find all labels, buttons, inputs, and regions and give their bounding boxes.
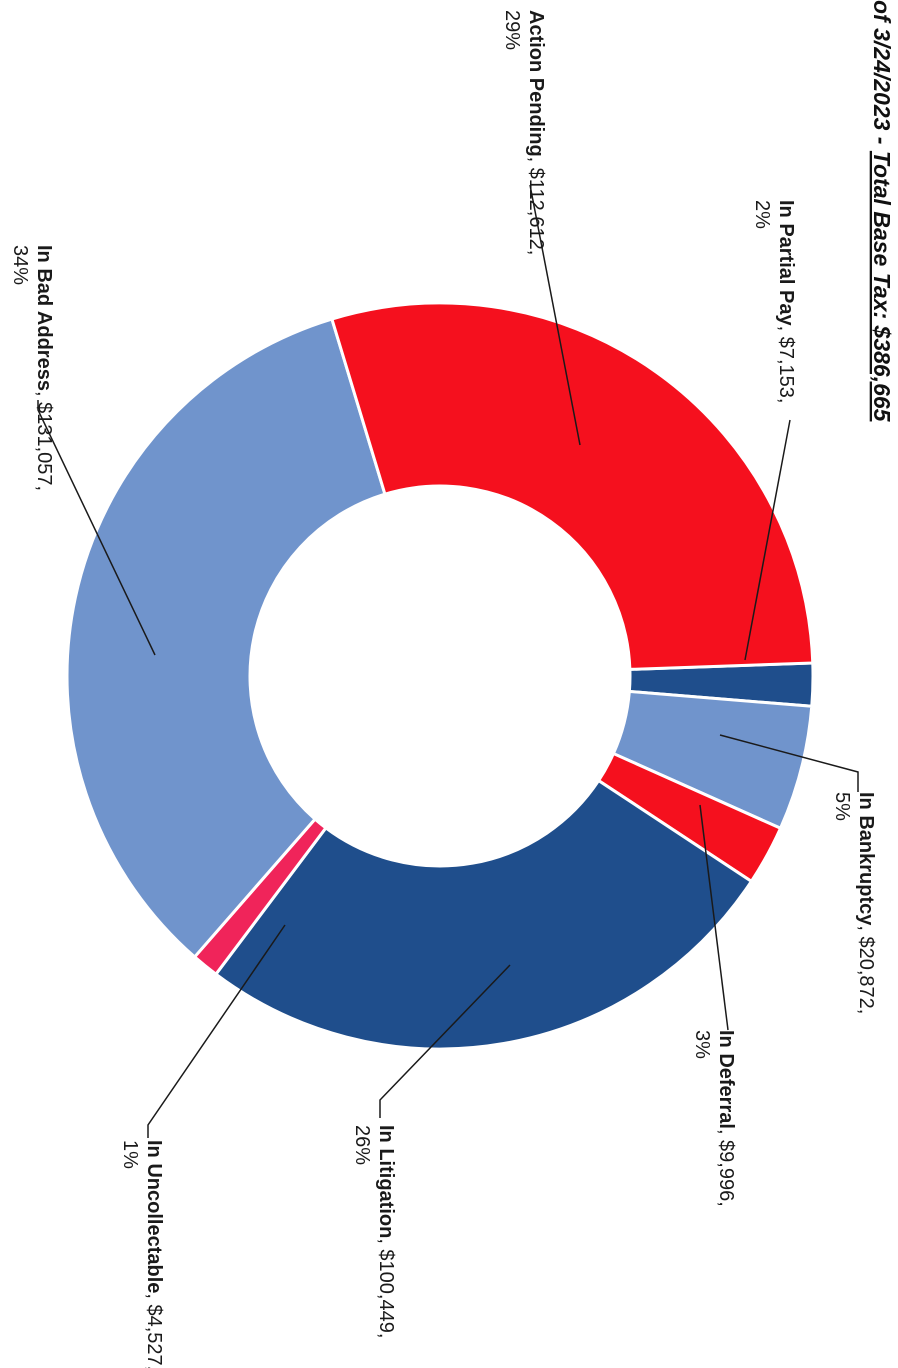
slice-label-percent: 3% bbox=[691, 1030, 713, 1059]
slice-label-percent: 5% bbox=[831, 792, 853, 821]
donut-slices bbox=[65, 301, 815, 1051]
slice-label-value: , $9,996, bbox=[715, 1129, 737, 1207]
svg-text:Action Pending, $112,612,: Action Pending, $112,612, bbox=[525, 10, 547, 255]
slice-label-value: , $20,872, bbox=[855, 925, 877, 1014]
leader-line bbox=[529, 184, 581, 446]
slice-label-percent: 26% bbox=[351, 1125, 373, 1165]
slice-label: In Bad Address, $131,057,34% bbox=[9, 245, 55, 491]
slice-label: In Litigation, $100,449,26% bbox=[351, 1125, 397, 1338]
chart-title-emphasis: Total Base Tax: $386,665 bbox=[869, 151, 895, 423]
slice-label-name: In Bankruptcy bbox=[855, 792, 877, 926]
svg-text:In Bad Address, $131,057,: In Bad Address, $131,057, bbox=[33, 245, 55, 491]
slice-label-value: , $4,527, bbox=[143, 1293, 165, 1368]
chart-title-prefix: of 3/24/2023 - bbox=[869, 0, 895, 151]
slice-label-name: In Bad Address bbox=[33, 245, 55, 391]
chart-title: of 3/24/2023 - Total Base Tax: $386,665 bbox=[869, 0, 895, 423]
slice-label: In Partial Pay, $7,153,2% bbox=[751, 200, 797, 403]
slice-in-litigation bbox=[213, 778, 754, 1051]
slice-label-percent: 1% bbox=[119, 1140, 141, 1169]
slice-label: In Bankruptcy, $20,872,5% bbox=[831, 792, 877, 1014]
slice-label-name: In Uncollectable bbox=[143, 1140, 165, 1293]
slice-label: In Deferral, $9,996,3% bbox=[691, 1030, 737, 1207]
svg-text:In Partial Pay, $7,153,: In Partial Pay, $7,153, bbox=[775, 200, 797, 403]
slice-label-name: In Litigation bbox=[375, 1125, 397, 1238]
slice-label-percent: 2% bbox=[751, 200, 773, 229]
slice-action-pending bbox=[330, 301, 815, 671]
leader-line bbox=[147, 924, 286, 1138]
slice-label-percent: 34% bbox=[9, 245, 31, 285]
slice-label: Action Pending, $112,612,29% bbox=[501, 10, 547, 255]
svg-text:of 3/24/2023 - Total Base Tax:: of 3/24/2023 - Total Base Tax: $386,665 bbox=[869, 0, 895, 423]
svg-text:In Uncollectable, $4,527,: In Uncollectable, $4,527, bbox=[143, 1140, 165, 1368]
slice-label-percent: 29% bbox=[501, 10, 523, 50]
slice-label-value: , $100,449, bbox=[375, 1238, 397, 1338]
leader-lines bbox=[37, 184, 859, 1138]
slice-label-value: , $112,612, bbox=[525, 157, 547, 256]
slice-in-bad-address bbox=[65, 317, 387, 960]
svg-text:In Bankruptcy, $20,872,: In Bankruptcy, $20,872, bbox=[855, 792, 877, 1014]
leader-line bbox=[719, 734, 859, 792]
slice-label-value: , $131,057, bbox=[33, 391, 55, 491]
slice-label-value: , $7,153, bbox=[775, 326, 797, 404]
slice-label: In Uncollectable, $4,527,1% bbox=[119, 1140, 165, 1368]
leader-line bbox=[744, 419, 791, 661]
svg-text:In Litigation, $100,449,: In Litigation, $100,449, bbox=[375, 1125, 397, 1338]
slice-label-name: Action Pending bbox=[525, 10, 547, 157]
slice-label-name: In Partial Pay bbox=[775, 200, 797, 326]
svg-text:In Deferral, $9,996,: In Deferral, $9,996, bbox=[715, 1030, 737, 1207]
slice-label-name: In Deferral bbox=[715, 1030, 737, 1129]
slice-labels: In Partial Pay, $7,153,2%In Bankruptcy, … bbox=[9, 10, 877, 1368]
leader-line bbox=[699, 804, 729, 1031]
leader-line bbox=[379, 964, 511, 1118]
leader-line bbox=[37, 400, 156, 656]
